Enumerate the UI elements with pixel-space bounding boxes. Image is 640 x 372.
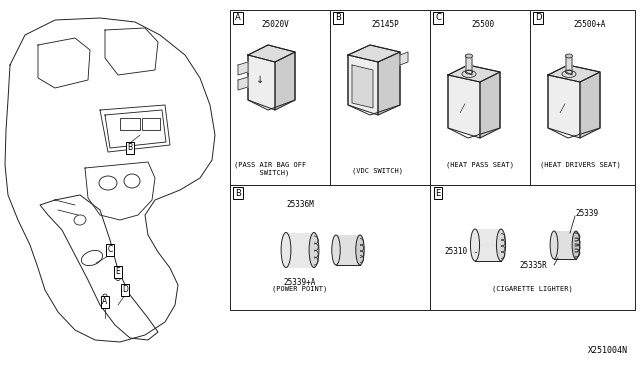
Text: D: D <box>122 285 128 295</box>
Text: (PASS AIR BAG OFF: (PASS AIR BAG OFF <box>234 162 306 169</box>
Polygon shape <box>248 45 295 62</box>
Bar <box>475 229 501 261</box>
Bar <box>554 231 576 259</box>
Text: B: B <box>127 144 132 153</box>
Text: ╱: ╱ <box>460 103 465 113</box>
Ellipse shape <box>497 229 506 261</box>
Text: ╱: ╱ <box>559 103 564 113</box>
Text: (CIGARETTE LIGHTER): (CIGARETTE LIGHTER) <box>492 286 572 292</box>
Polygon shape <box>238 77 248 90</box>
Ellipse shape <box>566 54 573 58</box>
Ellipse shape <box>465 54 472 58</box>
Text: C: C <box>435 13 441 22</box>
Ellipse shape <box>281 232 291 267</box>
Text: B: B <box>235 189 241 198</box>
Text: A: A <box>235 13 241 22</box>
Polygon shape <box>238 62 248 75</box>
Text: B: B <box>335 13 341 22</box>
Bar <box>230 10 330 185</box>
Polygon shape <box>352 65 373 108</box>
Bar <box>336 235 360 265</box>
Text: 25500: 25500 <box>472 20 495 29</box>
Ellipse shape <box>572 231 580 259</box>
Text: SWITCH): SWITCH) <box>251 170 289 176</box>
Text: 25339: 25339 <box>575 208 598 218</box>
Bar <box>142 118 160 130</box>
Polygon shape <box>248 55 275 110</box>
Text: (HEAT DRIVERS SEAT): (HEAT DRIVERS SEAT) <box>540 162 620 169</box>
Text: (POWER POINT): (POWER POINT) <box>273 286 328 292</box>
Bar <box>230 185 430 310</box>
Text: E: E <box>116 267 120 276</box>
Polygon shape <box>348 45 400 62</box>
Polygon shape <box>566 55 572 75</box>
Text: ↓: ↓ <box>256 75 264 85</box>
Text: (HEAT PASS SEAT): (HEAT PASS SEAT) <box>446 162 514 169</box>
Bar <box>120 118 140 130</box>
Text: 25335R: 25335R <box>519 260 547 269</box>
Text: 25336M: 25336M <box>286 200 314 209</box>
Text: E: E <box>435 189 440 198</box>
Text: 25310: 25310 <box>444 247 467 257</box>
Bar <box>330 10 430 185</box>
Ellipse shape <box>332 235 340 265</box>
Polygon shape <box>275 52 295 110</box>
Bar <box>286 233 314 268</box>
Bar <box>530 10 635 185</box>
Text: 25145P: 25145P <box>371 20 399 29</box>
Text: C: C <box>108 246 113 254</box>
Ellipse shape <box>356 235 364 265</box>
Polygon shape <box>466 55 472 75</box>
Polygon shape <box>480 72 500 138</box>
Ellipse shape <box>309 232 319 267</box>
Text: 25339+A: 25339+A <box>284 278 316 287</box>
Bar <box>430 185 635 310</box>
Polygon shape <box>448 65 500 82</box>
Ellipse shape <box>550 231 558 259</box>
Text: 25500+A: 25500+A <box>574 20 606 29</box>
Polygon shape <box>348 55 378 115</box>
Text: D: D <box>535 13 541 22</box>
Polygon shape <box>548 65 600 82</box>
Ellipse shape <box>470 229 479 261</box>
Text: (VDC SWITCH): (VDC SWITCH) <box>353 168 403 174</box>
Polygon shape <box>548 75 580 138</box>
Polygon shape <box>580 72 600 138</box>
Text: 25020V: 25020V <box>261 20 289 29</box>
Text: X251004N: X251004N <box>588 346 628 355</box>
Bar <box>430 10 530 185</box>
Text: A: A <box>102 298 108 307</box>
Polygon shape <box>448 75 480 138</box>
Polygon shape <box>378 52 400 115</box>
Polygon shape <box>400 52 408 65</box>
